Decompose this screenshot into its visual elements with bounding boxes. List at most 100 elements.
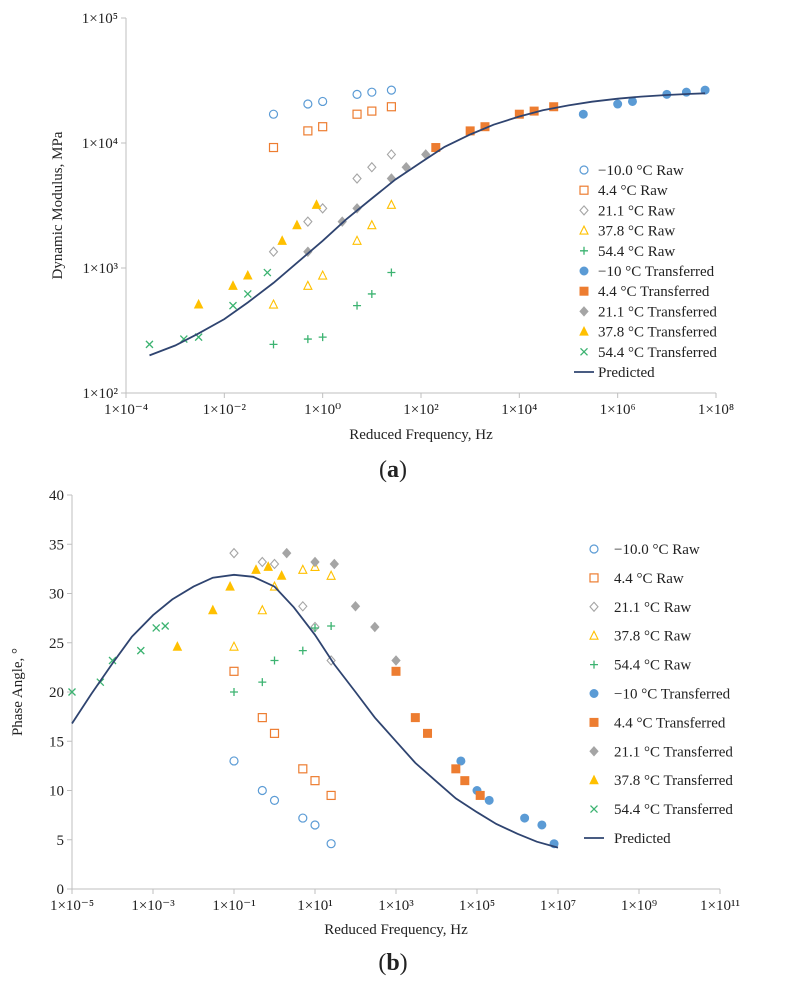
series-21-1-c-raw [268, 149, 397, 258]
x-tick-label: 1×10¹¹ [700, 898, 740, 914]
data-point [352, 203, 362, 214]
panel-paren-open: ( [379, 457, 387, 483]
data-point [386, 199, 397, 209]
legend-label: 4.4 °C Transferred [614, 715, 726, 731]
data-point [386, 102, 396, 112]
series-10-c-transferred [578, 85, 710, 119]
panel-paren-close: ) [400, 950, 408, 976]
data-point [298, 764, 308, 774]
data-point [537, 820, 547, 830]
data-point [268, 298, 279, 309]
legend-label: −10 °C Transferred [598, 264, 715, 280]
y-tick-label: 40 [49, 488, 64, 504]
data-point [456, 756, 466, 766]
legend-marker [579, 306, 589, 317]
series-predicted [71, 573, 559, 849]
data-point [326, 655, 336, 666]
legend-marker [580, 246, 588, 255]
data-point [391, 666, 401, 676]
data-point [269, 558, 280, 570]
data-point [386, 149, 397, 160]
data-point [303, 126, 313, 136]
data-point [627, 96, 637, 106]
y-axis-title: Dynamic Modulus, MPa [50, 131, 66, 279]
data-point [391, 655, 401, 666]
series-4-4-c-raw [229, 666, 336, 801]
series-10-c-transferred [456, 756, 559, 849]
legend-label: 37.8 °C Raw [614, 629, 691, 645]
legend-label: Predicted [614, 831, 671, 847]
panel-label: (b) [378, 950, 407, 976]
data-point [276, 570, 287, 580]
data-point [298, 646, 307, 655]
data-point [229, 640, 239, 651]
data-point [136, 646, 145, 655]
data-point [297, 564, 308, 574]
data-point [263, 561, 274, 571]
legend-label: −10 °C Transferred [614, 687, 731, 703]
series-54-4-c-raw [269, 268, 396, 349]
data-point [460, 776, 470, 786]
y-tick-label: 1×10² [83, 386, 119, 402]
data-point [292, 219, 302, 230]
legend-marker [579, 325, 589, 336]
data-point [268, 246, 279, 258]
data-point [423, 728, 433, 738]
data-point [225, 580, 235, 591]
data-point [243, 289, 252, 298]
data-point [318, 122, 328, 132]
series-37-8-c-transferred [193, 199, 322, 309]
data-point [298, 813, 308, 823]
series-37-8-c-raw [229, 561, 337, 651]
panel-letter: a [387, 457, 399, 483]
data-point [161, 622, 170, 630]
series-4-4-c-transferred [391, 666, 485, 800]
series-37-8-c-raw [268, 199, 397, 309]
x-tick-label: 1×10⁷ [540, 898, 576, 914]
legend-marker [589, 717, 599, 727]
series-10-0-c-raw [229, 756, 336, 849]
data-point [257, 604, 268, 615]
legend-label: Predicted [598, 365, 655, 381]
series-54-4-c-transferred [68, 622, 170, 696]
data-point [268, 142, 279, 153]
legend-marker [579, 224, 589, 235]
legend-marker [579, 205, 589, 216]
y-tick-label: 20 [49, 685, 64, 701]
data-point [353, 301, 362, 310]
series-21-1-c-raw [229, 547, 336, 666]
x-tick-label: 1×10⁰ [304, 402, 341, 418]
series-21-1-c-transferred [282, 547, 401, 666]
legend-label: 37.8 °C Transferred [614, 773, 733, 789]
data-point [310, 776, 320, 786]
x-tick-label: 1×10⁻⁵ [50, 898, 94, 914]
legend-marker [589, 689, 599, 698]
data-point [367, 87, 377, 97]
series-21-1-c-transferred [303, 149, 431, 257]
y-tick-label: 35 [49, 537, 64, 553]
chart-a: 1×10⁻⁴ 1×10⁻² 1×10⁰ 1×10² 1×10⁴ 1×10⁶ 1×10⁸ 1×1… [50, 11, 734, 483]
legend-label: 21.1 °C Transferred [598, 304, 717, 320]
series-10-0-c-raw [268, 85, 396, 119]
data-point [310, 561, 320, 571]
series-54-4-c-transferred [145, 268, 272, 349]
data-point [352, 89, 362, 99]
legend-label: 21.1 °C Raw [598, 203, 675, 219]
data-point [282, 547, 292, 559]
predicted-line [71, 573, 559, 849]
data-point [68, 688, 76, 696]
data-point [410, 713, 420, 723]
data-point [311, 623, 319, 632]
y-tick-label: 30 [49, 587, 64, 603]
data-point [520, 813, 530, 823]
data-point [578, 109, 588, 119]
legend-marker [579, 286, 589, 296]
data-point [229, 301, 237, 310]
legend-marker [590, 660, 598, 669]
data-point [257, 713, 267, 723]
data-point [269, 795, 280, 805]
data-point [303, 216, 313, 227]
legend-label: 4.4 °C Raw [598, 183, 668, 199]
data-point [108, 656, 117, 665]
